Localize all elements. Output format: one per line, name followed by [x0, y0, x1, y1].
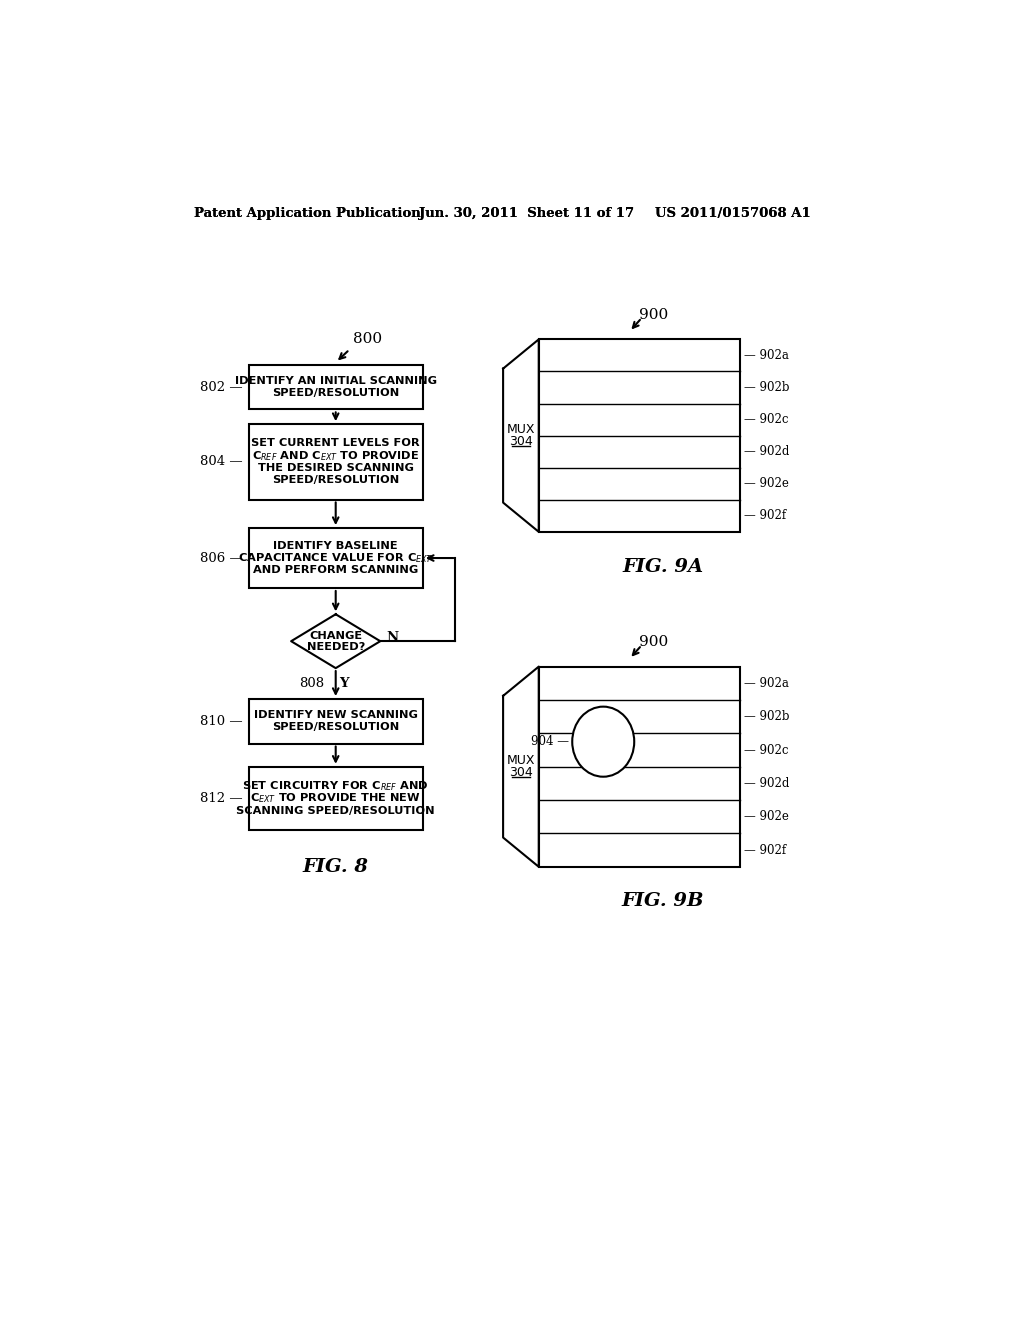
- Text: Y: Y: [340, 677, 349, 690]
- Text: AND PERFORM SCANNING: AND PERFORM SCANNING: [253, 565, 419, 576]
- Text: 900: 900: [639, 308, 668, 322]
- Text: US 2011/0157068 A1: US 2011/0157068 A1: [655, 207, 811, 220]
- Text: SCANNING SPEED/RESOLUTION: SCANNING SPEED/RESOLUTION: [237, 805, 435, 816]
- Text: 812 —: 812 —: [200, 792, 243, 805]
- Text: — 902a: — 902a: [744, 348, 790, 362]
- Text: MUX: MUX: [507, 754, 536, 767]
- Text: CHANGE: CHANGE: [309, 631, 362, 640]
- Bar: [249, 364, 423, 409]
- Text: IDENTIFY NEW SCANNING: IDENTIFY NEW SCANNING: [254, 710, 418, 721]
- Text: — 902c: — 902c: [744, 743, 788, 756]
- Bar: [249, 424, 423, 499]
- Ellipse shape: [572, 706, 634, 776]
- Text: SPEED/RESOLUTION: SPEED/RESOLUTION: [272, 388, 399, 399]
- Text: 304: 304: [509, 436, 532, 449]
- Text: SPEED/RESOLUTION: SPEED/RESOLUTION: [272, 475, 399, 486]
- Polygon shape: [503, 339, 539, 532]
- Text: 800: 800: [352, 331, 382, 346]
- Text: — 902f: — 902f: [744, 510, 786, 523]
- Text: — 902d: — 902d: [744, 445, 790, 458]
- Text: SET CURRENT LEVELS FOR: SET CURRENT LEVELS FOR: [251, 438, 420, 449]
- Text: IDENTIFY BASELINE: IDENTIFY BASELINE: [273, 541, 398, 550]
- Text: 810 —: 810 —: [200, 714, 243, 727]
- Text: NEEDED?: NEEDED?: [306, 642, 365, 652]
- Text: IDENTIFY AN INITIAL SCANNING: IDENTIFY AN INITIAL SCANNING: [234, 376, 436, 385]
- Text: — 902b: — 902b: [744, 710, 790, 723]
- Text: SET CIRCUITRY FOR C$_{REF}$ AND: SET CIRCUITRY FOR C$_{REF}$ AND: [243, 779, 429, 793]
- Text: MUX: MUX: [507, 422, 536, 436]
- Text: N: N: [386, 631, 398, 644]
- Bar: [539, 339, 740, 532]
- Text: US 2011/0157068 A1: US 2011/0157068 A1: [655, 207, 811, 220]
- Text: 808: 808: [299, 677, 324, 690]
- Text: C$_{REF}$ AND C$_{EXT}$ TO PROVIDE: C$_{REF}$ AND C$_{EXT}$ TO PROVIDE: [252, 449, 419, 462]
- Text: — 902e: — 902e: [744, 478, 790, 490]
- Text: FIG. 8: FIG. 8: [303, 858, 369, 875]
- Text: 806 —: 806 —: [200, 552, 243, 565]
- Text: Jun. 30, 2011  Sheet 11 of 17: Jun. 30, 2011 Sheet 11 of 17: [419, 207, 634, 220]
- Bar: [249, 528, 423, 589]
- Text: 904 —: 904 —: [531, 735, 569, 748]
- Text: 900: 900: [639, 635, 668, 649]
- Text: 304: 304: [509, 767, 532, 779]
- Text: C$_{EXT}$ TO PROVIDE THE NEW: C$_{EXT}$ TO PROVIDE THE NEW: [250, 792, 421, 805]
- Text: — 902a: — 902a: [744, 677, 790, 690]
- Text: 802 —: 802 —: [200, 380, 243, 393]
- Text: CAPACITANCE VALUE FOR C$_{EXT}$: CAPACITANCE VALUE FOR C$_{EXT}$: [238, 552, 433, 565]
- Text: — 902f: — 902f: [744, 843, 786, 857]
- Bar: [249, 767, 423, 830]
- Bar: [249, 700, 423, 743]
- Text: FIG. 9A: FIG. 9A: [623, 557, 703, 576]
- Text: — 902e: — 902e: [744, 810, 790, 824]
- Bar: [539, 667, 740, 867]
- Text: Patent Application Publication: Patent Application Publication: [194, 207, 421, 220]
- Polygon shape: [503, 667, 539, 867]
- Polygon shape: [291, 614, 380, 668]
- Text: FIG. 9B: FIG. 9B: [622, 892, 705, 911]
- Text: — 902c: — 902c: [744, 413, 788, 426]
- Text: 804 —: 804 —: [200, 455, 243, 469]
- Text: — 902d: — 902d: [744, 777, 790, 789]
- Text: Jun. 30, 2011  Sheet 11 of 17: Jun. 30, 2011 Sheet 11 of 17: [419, 207, 634, 220]
- Text: SPEED/RESOLUTION: SPEED/RESOLUTION: [272, 722, 399, 733]
- Text: Patent Application Publication: Patent Application Publication: [194, 207, 421, 220]
- Text: — 902b: — 902b: [744, 381, 790, 393]
- Text: THE DESIRED SCANNING: THE DESIRED SCANNING: [258, 463, 414, 473]
